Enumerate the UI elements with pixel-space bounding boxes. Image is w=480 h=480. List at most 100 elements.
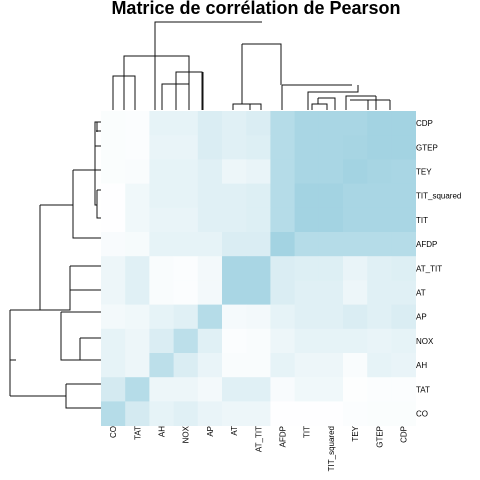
heatmap-cell-AP-AP — [197, 304, 223, 330]
heatmap-cell-AT_TIT-AH — [149, 256, 174, 281]
heatmap-cell-AT-TIT — [294, 280, 320, 305]
row-label-TIT: TIT — [416, 216, 428, 225]
heatmap-cell-TIT_squared-TIT_squared — [318, 183, 344, 209]
heatmap-cell-AFDP-AP — [197, 232, 223, 257]
column-label-CO: CO — [109, 426, 118, 438]
heatmap-cell-TEY-AP — [197, 159, 223, 184]
heatmap-cell-AT-AT_TIT — [246, 280, 271, 305]
heatmap-cell-AT-NOX — [173, 280, 199, 305]
heatmap-cell-GTEP-AT_TIT — [246, 135, 271, 160]
heatmap-cell-GTEP-TIT — [294, 135, 320, 160]
heatmap-cell-AT-CO — [101, 280, 126, 305]
heatmap-cell-GTEP-AT — [222, 135, 247, 160]
heatmap-cell-CO-CDP — [391, 401, 416, 426]
heatmap-cell-AT-AFDP — [270, 280, 295, 305]
heatmap-cell-CDP-TIT — [294, 111, 320, 136]
heatmap-cell-TIT_squared-AT_TIT — [246, 183, 271, 209]
heatmap-cell-AP-AFDP — [270, 304, 295, 330]
heatmap-cell-TEY-TIT — [294, 159, 320, 184]
heatmap-cell-TIT-CDP — [391, 207, 416, 233]
heatmap-cell-CO-AP — [197, 401, 223, 426]
heatmap-cell-AP-TIT — [294, 304, 320, 330]
heatmap-cell-CDP-TIT_squared — [318, 111, 344, 136]
heatmap-cell-TAT-TEY — [343, 377, 368, 402]
column-label-AT_TIT: AT_TIT — [254, 426, 263, 452]
heatmap-cell-CDP-AT — [222, 111, 247, 136]
heatmap-cell-AT_TIT-TIT — [294, 256, 320, 281]
column-label-TAT: TAT — [133, 426, 142, 440]
heatmap-cell-TIT-TAT — [125, 207, 150, 233]
heatmap-cell-AFDP-TEY — [343, 232, 368, 257]
heatmap-cell-AFDP-NOX — [173, 232, 199, 257]
heatmap-cell-AP-AH — [149, 304, 174, 330]
heatmap-cell-TIT_squared-CDP — [391, 183, 416, 209]
row-label-CDP: CDP — [416, 119, 433, 128]
heatmap-cell-TEY-AT — [222, 159, 247, 184]
heatmap-cell-AFDP-CO — [101, 232, 126, 257]
heatmap-cell-TIT_squared-AFDP — [270, 183, 295, 209]
heatmap-cell-CDP-TAT — [125, 111, 150, 136]
heatmap-cell-CDP-AH — [149, 111, 174, 136]
row-label-TAT: TAT — [416, 385, 430, 394]
heatmap-cell-GTEP-AFDP — [270, 135, 295, 160]
heatmap-cell-AH-AH — [149, 353, 174, 378]
column-label-TIT_squared: TIT_squared — [327, 426, 336, 471]
heatmap-cell-TIT_squared-AH — [149, 183, 174, 209]
heatmap-cell-AT-AH — [149, 280, 174, 305]
row-label-AFDP: AFDP — [416, 240, 437, 249]
heatmap-cell-TAT-CO — [101, 377, 126, 402]
heatmap-cell-CDP-TEY — [343, 111, 368, 136]
column-label-NOX: NOX — [182, 425, 191, 443]
heatmap-cell-TAT-AT_TIT — [246, 377, 271, 402]
heatmap-cell-TIT-NOX — [173, 207, 199, 233]
heatmap-cell-CO-AH — [149, 401, 174, 426]
column-label-AT: AT — [230, 426, 239, 436]
column-label-TEY: TEY — [351, 425, 360, 441]
heatmap-cells — [101, 111, 416, 426]
heatmap-cell-AH-TIT — [294, 353, 320, 378]
column-label-CDP: CDP — [400, 426, 409, 443]
heatmap-cell-NOX-NOX — [173, 328, 199, 354]
heatmap-cell-TEY-TAT — [125, 159, 150, 184]
heatmap-cell-AT-TAT — [125, 280, 150, 305]
heatmap-cell-CO-AFDP — [270, 401, 295, 426]
heatmap-cell-NOX-TIT — [294, 328, 320, 354]
heatmap-cell-TIT-AT — [222, 207, 247, 233]
heatmap-cell-AFDP-AH — [149, 232, 174, 257]
heatmap-cell-TIT_squared-AT — [222, 183, 247, 209]
heatmap-cell-AH-AT — [222, 353, 247, 378]
heatmap-cell-TIT-TIT — [294, 207, 320, 233]
heatmap-cell-CDP-CDP — [391, 111, 416, 136]
heatmap-cell-TIT-AT_TIT — [246, 207, 271, 233]
heatmap-cell-AT_TIT-CDP — [391, 256, 416, 281]
heatmap-cell-NOX-AP — [197, 328, 223, 354]
heatmap-cell-AH-AFDP — [270, 353, 295, 378]
heatmap-cell-AP-TEY — [343, 304, 368, 330]
heatmap-cell-AP-TAT — [125, 304, 150, 330]
heatmap-cell-NOX-AT_TIT — [246, 328, 271, 354]
heatmap-cell-AT_TIT-TAT — [125, 256, 150, 281]
column-label-AFDP: AFDP — [279, 426, 288, 447]
heatmap-cell-AFDP-AFDP — [270, 232, 295, 257]
heatmap-cell-AT_TIT-NOX — [173, 256, 199, 281]
heatmap-cell-TIT-AP — [197, 207, 223, 233]
heatmap-cell-CDP-GTEP — [367, 111, 392, 136]
heatmap-cell-CDP-AP — [197, 111, 223, 136]
heatmap-cell-AH-TAT — [125, 353, 150, 378]
heatmap-cell-AT-TEY — [343, 280, 368, 305]
column-label-TIT: TIT — [303, 426, 312, 438]
heatmap-cell-AFDP-AT — [222, 232, 247, 257]
heatmap-cell-AT_TIT-AT — [222, 256, 247, 281]
heatmap-cell-TAT-TIT_squared — [318, 377, 344, 402]
heatmap-cell-AP-CDP — [391, 304, 416, 330]
heatmap-cell-AT_TIT-AFDP — [270, 256, 295, 281]
heatmap-cell-AT_TIT-AT_TIT — [246, 256, 271, 281]
heatmap-cell-TEY-NOX — [173, 159, 199, 184]
heatmap-cell-GTEP-TIT_squared — [318, 135, 344, 160]
left-dendrogram — [9, 121, 101, 409]
heatmap-cell-GTEP-CDP — [391, 135, 416, 160]
heatmap-cell-NOX-TEY — [343, 328, 368, 354]
heatmap-cell-AFDP-AT_TIT — [246, 232, 271, 257]
heatmap-cell-TIT_squared-TEY — [343, 183, 368, 209]
